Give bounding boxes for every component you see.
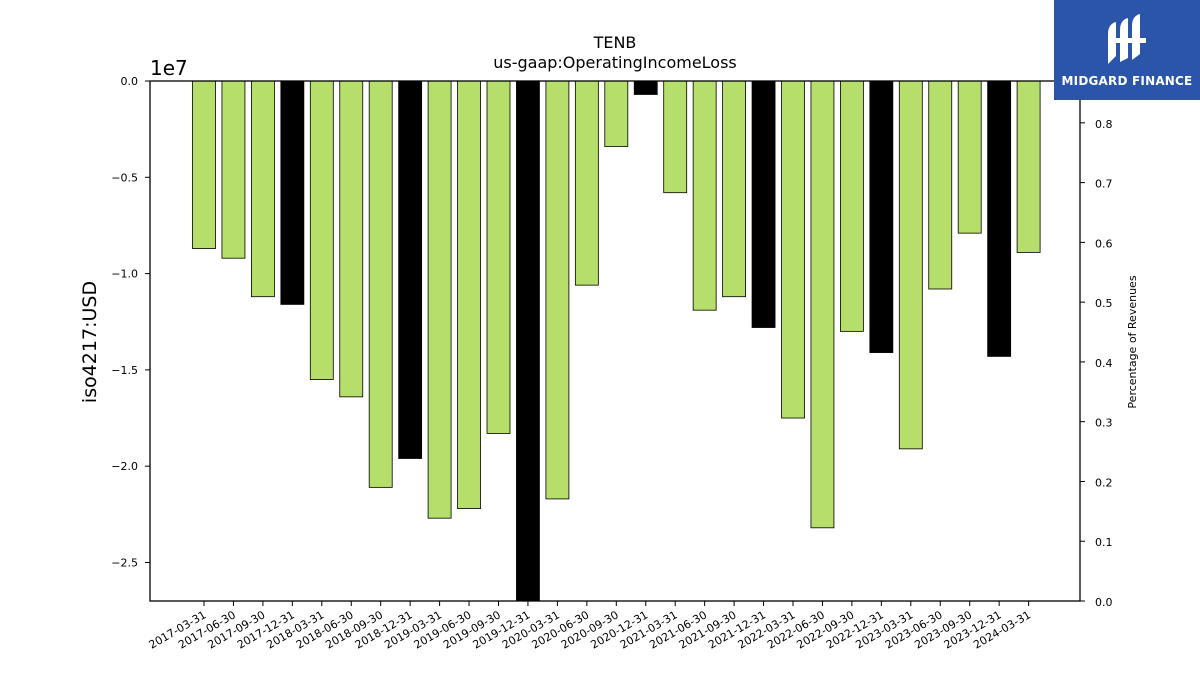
bar-2017-09-30 (250, 80, 275, 298)
bar-2020-12-31 (633, 80, 658, 95)
bar-2024-03-31 (1016, 80, 1041, 253)
bar-2021-09-30 (722, 80, 746, 298)
x-ticks-group: 2017-03-312017-06-302017-09-302017-12-31… (147, 601, 1033, 652)
y2-tick-label: 0.5 (1095, 297, 1113, 310)
bars-group (192, 80, 1041, 602)
bar-2023-12-31 (987, 80, 1012, 357)
bar-2020-03-31 (545, 80, 570, 500)
y-tick-label: −2.0 (111, 460, 138, 473)
bar-2019-03-31 (427, 80, 452, 519)
brand-logo: MIDGARD FINANCE (1054, 0, 1200, 100)
y2-tick-label: 0.7 (1095, 178, 1113, 191)
offset-label: 1e7 (150, 56, 188, 80)
bar-2018-12-31 (398, 80, 423, 459)
bar-2017-12-31 (280, 80, 305, 305)
bar-2022-03-31 (781, 80, 805, 419)
bar-2018-06-30 (339, 80, 364, 398)
bar-2019-12-31 (516, 80, 540, 602)
y-tick-label: −1.0 (111, 268, 138, 281)
y-ticks-group: 0.0 −0.5 −1.0 −1.5 −2.0 −2.5 (111, 75, 150, 569)
bar-2022-06-30 (810, 80, 835, 529)
bar-2021-12-31 (751, 80, 776, 328)
y-tick-label: −2.5 (111, 556, 138, 569)
bar-2023-03-31 (898, 80, 923, 450)
bar-2023-09-30 (957, 80, 982, 234)
bar-2017-03-31 (192, 80, 216, 249)
bar-2018-03-31 (309, 80, 334, 380)
bar-2021-06-30 (692, 80, 717, 311)
y2-tick-label: 0.3 (1095, 417, 1113, 430)
y-tick-label: −1.5 (111, 364, 138, 377)
midgard-logo-icon (1108, 14, 1146, 64)
bar-2017-06-30 (221, 80, 246, 259)
chart-subtitle: us-gaap:OperatingIncomeLoss (493, 53, 737, 72)
y2-axis-label: Percentage of Revenues (1126, 275, 1139, 408)
bar-2019-06-30 (457, 80, 481, 509)
bar-2020-06-30 (574, 80, 599, 286)
chart-title: TENB (593, 33, 637, 52)
y2-ticks-group: 0.0 0.1 0.2 0.3 0.4 0.5 0.6 0.7 0.8 (1080, 118, 1113, 609)
plot-frame (149, 80, 1081, 602)
bar-2022-12-31 (869, 80, 894, 353)
bar-2019-09-30 (486, 80, 511, 434)
bar-2020-09-30 (604, 80, 629, 147)
bar-2021-03-31 (663, 80, 688, 194)
bar-2023-06-30 (928, 80, 953, 290)
y-tick-label: −0.5 (111, 171, 138, 184)
y2-tick-label: 0.2 (1095, 476, 1113, 489)
bar-2018-09-30 (368, 80, 393, 488)
y2-tick-label: 0.8 (1095, 118, 1113, 131)
brand-name: MIDGARD FINANCE (1061, 74, 1193, 88)
y2-tick-label: 0.6 (1095, 237, 1113, 250)
y-axis-label: iso4217:USD (79, 281, 101, 403)
y2-tick-label: 0.0 (1095, 596, 1113, 609)
y2-tick-label: 0.4 (1095, 357, 1113, 370)
bar-2022-09-30 (840, 80, 864, 332)
y2-tick-label: 0.1 (1095, 536, 1113, 549)
y-tick-label: 0.0 (121, 75, 139, 88)
